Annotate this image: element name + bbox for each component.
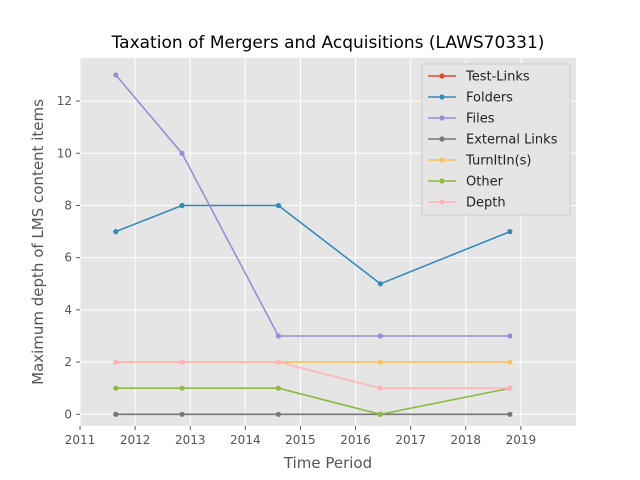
data-point — [507, 411, 513, 417]
x-tick-label: 2011 — [65, 433, 96, 447]
y-tick-label: 0 — [64, 407, 72, 421]
legend-marker — [439, 94, 445, 100]
x-tick-label: 2019 — [506, 433, 537, 447]
data-point — [377, 385, 383, 391]
legend-label: Folders — [466, 91, 513, 106]
legend-marker — [439, 157, 445, 163]
x-tick-label: 2017 — [395, 433, 426, 447]
legend-marker — [439, 199, 445, 205]
data-point — [377, 281, 383, 287]
data-point — [113, 72, 119, 78]
data-point — [113, 359, 119, 365]
legend-marker — [439, 115, 445, 121]
legend-marker — [439, 136, 445, 142]
chart-title: Taxation of Mergers and Acquisitions (LA… — [111, 33, 545, 53]
data-point — [179, 150, 185, 156]
data-point — [275, 333, 281, 339]
x-tick-label: 2012 — [120, 433, 151, 447]
y-tick-label: 2 — [64, 355, 72, 369]
legend-label: Depth — [466, 196, 506, 211]
y-tick-label: 8 — [64, 198, 72, 212]
data-point — [179, 411, 185, 417]
data-point — [377, 359, 383, 365]
y-axis-label: Maximum depth of LMS content items — [29, 99, 47, 385]
series-layer — [113, 72, 513, 417]
data-point — [377, 411, 383, 417]
legend-label: External Links — [466, 133, 558, 148]
data-point — [275, 202, 281, 209]
data-point — [179, 359, 185, 365]
ticks: 2011 2012 2013 2014 2015 2016 2017 2018 2019 0 2 4 6… — [57, 94, 536, 447]
data-point — [507, 333, 513, 339]
x-tick-label: 2014 — [230, 433, 261, 447]
data-point — [179, 202, 185, 209]
data-point — [275, 411, 281, 417]
data-point — [377, 333, 383, 339]
data-point — [179, 385, 185, 391]
x-tick-label: 2018 — [451, 433, 482, 447]
legend-label: Files — [466, 112, 495, 127]
legend-marker — [439, 73, 445, 79]
data-point — [275, 385, 281, 391]
y-tick-label: 4 — [64, 303, 72, 317]
data-point — [507, 229, 513, 235]
legend-label: Test-Links — [465, 70, 530, 85]
x-tick-label: 2013 — [175, 433, 206, 447]
legend: Test-Links Folders Files External Links Turn… — [421, 63, 571, 216]
y-tick-label: 6 — [64, 251, 72, 265]
data-point — [113, 411, 119, 417]
x-tick-label: 2015 — [285, 433, 316, 447]
x-axis-label: Time Period — [283, 454, 372, 472]
legend-marker — [439, 178, 445, 184]
legend-label: Other — [466, 175, 504, 190]
legend-box — [421, 63, 571, 216]
data-point — [275, 359, 281, 365]
data-point — [507, 359, 513, 365]
y-tick-label: 12 — [57, 94, 72, 108]
y-tick-label: 10 — [57, 146, 72, 160]
legend-label: TurnItIn(s) — [465, 154, 531, 169]
x-tick-label: 2016 — [340, 433, 371, 447]
data-point — [113, 229, 119, 235]
data-point — [507, 385, 513, 391]
data-point — [113, 385, 119, 391]
